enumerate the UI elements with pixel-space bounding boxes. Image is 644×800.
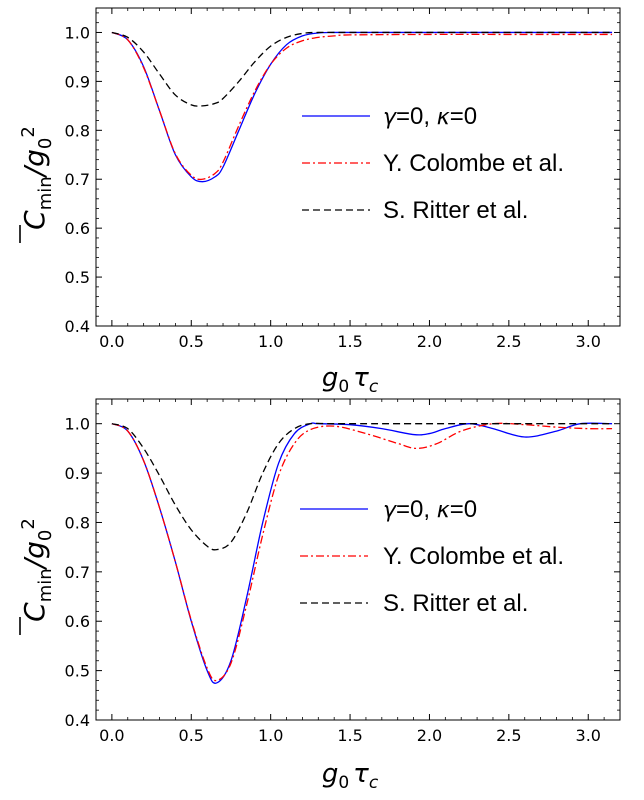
y-tick-label: 0.4 <box>65 317 90 336</box>
x-tick-label: 0.0 <box>99 726 124 745</box>
legend-label-2: Y. Colombe et al. <box>383 543 564 570</box>
y-tick-label: 1.0 <box>65 23 90 42</box>
x-tick-label: 0.0 <box>99 332 124 351</box>
y-tick-label: 0.6 <box>65 612 90 631</box>
legend-label-1: γ=0, κ=0 <box>383 496 477 523</box>
plot-frame <box>95 398 621 721</box>
x-tick-label: 1.5 <box>337 332 362 351</box>
x-tick-label: 1.0 <box>258 726 283 745</box>
x-tick-label: 0.5 <box>179 726 204 745</box>
x-tick-label: 3.0 <box>576 726 601 745</box>
y-tick-label: 0.7 <box>65 170 90 189</box>
legend-label-3: S. Ritter et al. <box>383 197 528 224</box>
x-tick-label: 2.5 <box>496 332 521 351</box>
series-line-1 <box>111 31 613 183</box>
legend-label-3: S. Ritter et al. <box>383 590 528 617</box>
x-tick-label: 0.5 <box>179 332 204 351</box>
x-tick-label: 1.5 <box>337 726 362 745</box>
y-tick-label: 0.9 <box>65 464 90 483</box>
x-tick-label: 2.5 <box>496 726 521 745</box>
y-tick-label: 0.8 <box>65 513 90 532</box>
chart-panel-1: 0.0 0.5 1.0 1.5 2.0 2.5 3.0 0.4 0.5 0.6 0.7 0.8 0.9 1… <box>18 7 621 397</box>
series-line-3 <box>111 422 613 551</box>
y-tick-label: 0.7 <box>65 563 90 582</box>
y-axis-label: Cmin/g02 <box>18 518 56 635</box>
y-tick-label: 0.5 <box>65 662 90 681</box>
x-tick-label: 3.0 <box>576 332 601 351</box>
x-axis-label: g0 τc <box>322 363 379 397</box>
y-axis-label-text: Cmin/g02 <box>18 126 56 230</box>
x-tick-label: 2.0 <box>417 726 442 745</box>
y-tick-label: 0.8 <box>65 121 90 140</box>
y-tick-label: 0.6 <box>65 219 90 238</box>
y-tick-label: 0.9 <box>65 72 90 91</box>
legend-label-1: γ=0, κ=0 <box>383 103 477 130</box>
chart-panel-2: 0.0 0.5 1.0 1.5 2.0 2.5 3.0 0.4 0.5 0.6 0.7 0.8 0.9 1… <box>18 398 621 793</box>
y-axis-label-text: Cmin/g02 <box>18 518 56 622</box>
series-line-3 <box>111 31 613 107</box>
series-line-2 <box>111 31 613 181</box>
y-tick-label: 1.0 <box>65 415 90 434</box>
y-axis-label: Cmin/g02 <box>18 126 56 243</box>
x-tick-label: 1.0 <box>258 332 283 351</box>
legend-label-2: Y. Colombe et al. <box>383 150 564 177</box>
y-tick-label: 0.4 <box>65 711 90 730</box>
plot-frame <box>95 7 621 327</box>
x-tick-label: 2.0 <box>417 332 442 351</box>
y-tick-label: 0.5 <box>65 268 90 287</box>
x-axis-label: g0 τc <box>322 759 379 793</box>
